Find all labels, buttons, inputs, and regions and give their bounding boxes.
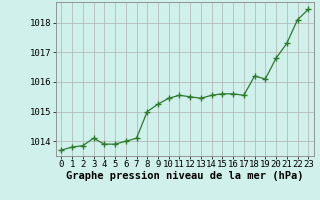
X-axis label: Graphe pression niveau de la mer (hPa): Graphe pression niveau de la mer (hPa) [66,171,304,181]
